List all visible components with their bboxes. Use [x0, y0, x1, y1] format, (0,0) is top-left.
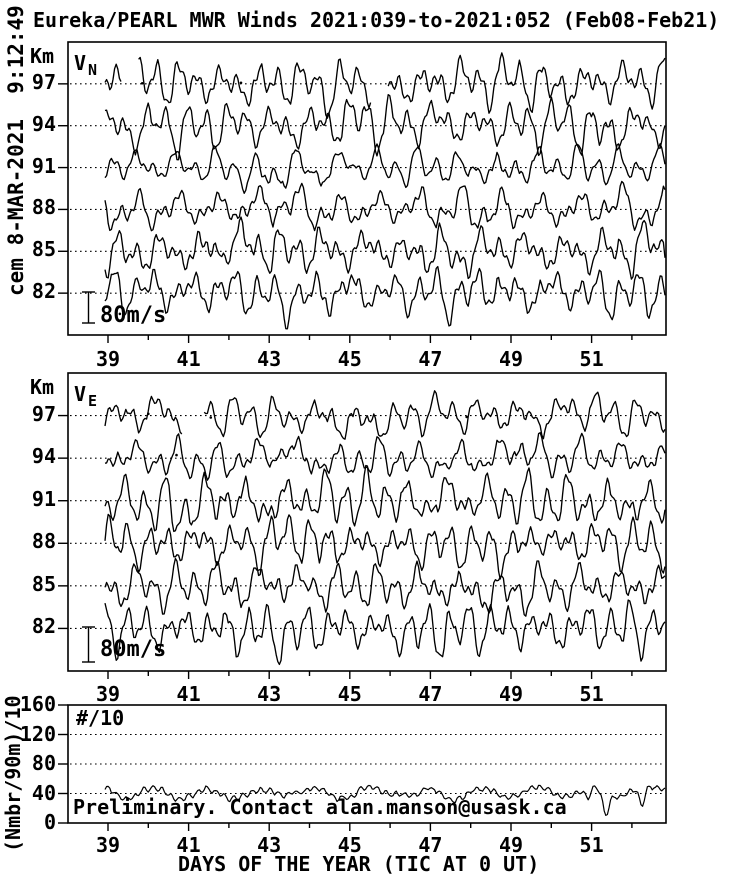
trace-vn-97km [104, 52, 666, 119]
day-tick-label-counts: 51 [579, 833, 604, 857]
panel-label-ve-subscript: E [88, 392, 98, 410]
altitude-tick-label-vn: 91 [31, 153, 56, 178]
trace-vn-88km [104, 180, 666, 232]
altitude-tick-label-ve: 88 [31, 529, 56, 554]
data-dot-ve [465, 415, 468, 419]
day-tick-label-ve: 43 [257, 682, 282, 706]
panel-box-ve [67, 372, 667, 672]
panel-label-vn: V [74, 51, 87, 75]
trace-vn-91km [104, 143, 666, 194]
day-tick-label-vn: 49 [498, 347, 524, 371]
y-ticks-vn [58, 83, 68, 294]
km-axis-label-vn: Km [30, 44, 55, 68]
km-axis-label-ve: Km [30, 375, 55, 399]
day-tick-label-ve: 49 [498, 682, 524, 706]
day-tick-label-counts: 39 [95, 833, 121, 857]
count-tick-label: 80 [31, 751, 56, 775]
panel-label-counts: #/10 [76, 706, 125, 730]
count-tick-label: 40 [31, 780, 56, 805]
altitude-tick-label-ve: 82 [31, 614, 56, 639]
day-tick-label-counts: 49 [498, 833, 524, 857]
trace-ve-91km [104, 464, 666, 533]
y-ticks-counts [58, 704, 68, 824]
data-dot-vn [140, 81, 144, 85]
data-dot-ve [209, 416, 213, 419]
x-ticks-vn [107, 335, 633, 343]
altitude-tick-label-vn: 97 [31, 69, 56, 94]
altitude-tick-label-vn: 88 [31, 195, 56, 220]
panel-label-ve: V [74, 382, 87, 406]
altitude-tick-label-ve: 97 [31, 401, 56, 426]
day-tick-label-vn: 51 [579, 347, 604, 371]
x-axis-title: DAYS OF THE YEAR (TIC AT 0 UT) [178, 852, 540, 876]
day-tick-label-ve: 41 [176, 682, 201, 706]
altitude-tick-label-vn: 85 [31, 237, 56, 262]
day-tick-label-vn: 45 [337, 347, 362, 371]
altitude-tick-label-vn: 82 [31, 279, 56, 304]
panel-box-vn [67, 41, 667, 336]
day-tick-label-ve: 51 [579, 682, 604, 706]
altitude-tick-label-ve: 85 [31, 571, 56, 596]
trace-counts [104, 784, 666, 816]
altitude-tick-label-vn: 94 [31, 111, 56, 136]
altitude-tick-label-ve: 91 [31, 486, 56, 511]
day-tick-label-ve: 47 [418, 682, 443, 706]
day-tick-label-ve: 39 [95, 682, 121, 706]
day-tick-label-counts: 43 [257, 833, 282, 857]
trace-ve-85km [104, 557, 666, 617]
trace-ve-82km [104, 599, 666, 666]
preliminary-note: Preliminary. Contact alan.manson@usask.c… [73, 795, 567, 819]
trace-vn-82km [104, 265, 666, 330]
scale-bar-ve [82, 626, 95, 663]
day-tick-label-counts: 45 [337, 833, 362, 857]
trace-ve-88km [104, 513, 666, 580]
page-title: Eureka/PEARL MWR Winds 2021:039-to-2021:… [33, 8, 720, 32]
x-ticks-counts [107, 823, 633, 831]
trace-vn-94km [104, 94, 666, 161]
day-tick-label-vn: 41 [176, 347, 201, 371]
trace-ve-94km [104, 432, 666, 481]
data-dot-vn [239, 81, 243, 85]
data-dot-ve [147, 412, 150, 416]
scale-bar-label-ve: 80m/s [100, 637, 167, 662]
day-tick-label-counts: 47 [418, 833, 443, 857]
altitude-tick-label-ve: 94 [31, 444, 56, 469]
day-tick-label-vn: 39 [95, 347, 121, 371]
x-ticks-ve [107, 671, 633, 679]
day-tick-label-vn: 47 [418, 347, 443, 371]
trace-vn-85km [104, 216, 666, 280]
y-ticks-ve [58, 414, 68, 630]
scale-bar-vn [82, 291, 95, 324]
count-tick-label: 160 [19, 692, 56, 716]
data-dot-ve [175, 453, 178, 457]
day-tick-label-ve: 45 [337, 682, 362, 706]
scale-bar-label-vn: 80m/s [100, 303, 167, 328]
day-tick-label-vn: 43 [257, 347, 282, 371]
day-tick-label-counts: 41 [176, 833, 201, 857]
count-tick-label: 0 [43, 810, 56, 834]
count-tick-label: 120 [19, 721, 56, 746]
panel-label-vn-subscript: N [88, 61, 98, 79]
trace-ve-97km [104, 390, 666, 440]
